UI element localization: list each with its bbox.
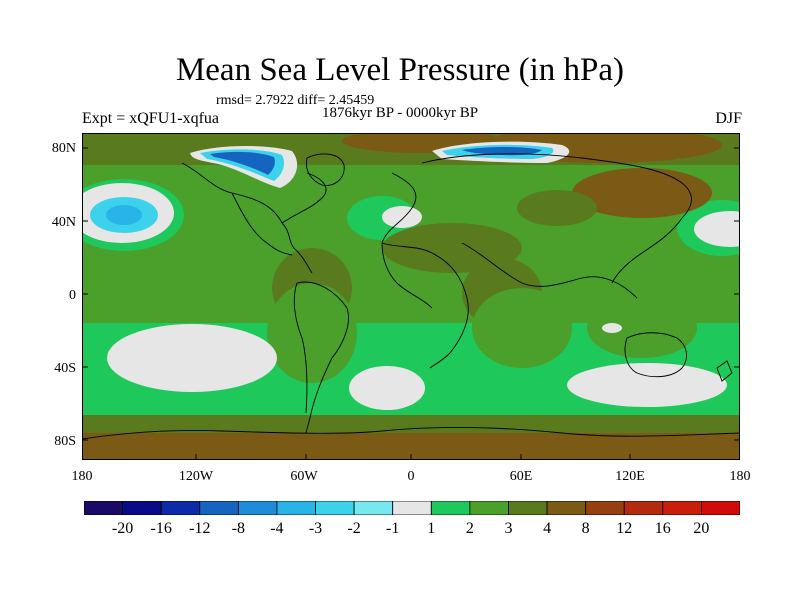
colorbar-swatch [276, 501, 316, 515]
lon-label-180e: 180 [729, 469, 751, 484]
season-label: DJF [715, 110, 742, 127]
colorbar-label: -1 [386, 520, 400, 537]
colorbar-swatch [122, 501, 162, 515]
colorbar-swatch [392, 501, 432, 515]
lon-label-60e: 60E [509, 469, 533, 484]
colorbar-swatch [623, 501, 664, 515]
map-title: Mean Sea Level Pressure (in hPa) [175, 52, 625, 88]
colorbar [84, 501, 740, 515]
lon-label-180w: 180 [71, 469, 93, 484]
lon-label-120e: 120E [615, 469, 645, 484]
colorbar-swatch [469, 501, 509, 515]
lat-label-80n: 80N [51, 141, 76, 156]
period-label: 1876kyr BP - 0000kyr BP [322, 105, 479, 121]
colorbar-label: 3 [504, 520, 513, 537]
colorbar-label: -2 [347, 520, 361, 537]
lon-label-120w: 120W [178, 469, 214, 484]
colorbar-label: -16 [150, 520, 172, 537]
experiment-label: Expt = xQFU1-xqfua [82, 110, 220, 127]
colorbar-label: -4 [270, 520, 284, 537]
colorbar-swatch [160, 501, 201, 515]
colorbar-swatch [237, 501, 278, 515]
colorbar-label: 20 [693, 520, 710, 537]
colorbar-label: -3 [308, 520, 323, 537]
lat-label-40n: 40N [51, 215, 76, 230]
colorbar-label: 1 [427, 520, 436, 537]
lat-label-80s: 80S [54, 434, 76, 449]
colorbar-swatch [585, 501, 625, 515]
lon-label-0: 0 [407, 469, 415, 484]
colorbar-label: 2 [465, 520, 474, 537]
colorbar-label: -12 [189, 520, 211, 537]
lat-label-0: 0 [69, 288, 76, 303]
lon-label-60w: 60W [290, 469, 318, 484]
colorbar-swatch [701, 501, 740, 515]
colorbar-label: -8 [231, 520, 246, 537]
pressure-map [82, 133, 740, 460]
lat-label-40s: 40S [54, 361, 76, 376]
colorbar-swatch [199, 501, 239, 515]
stats-line: rmsd= 2.7922 diff= 2.45459 [216, 93, 375, 108]
colorbar-label: 4 [543, 520, 552, 537]
colorbar-swatch [662, 501, 702, 515]
colorbar-label: -20 [111, 520, 134, 537]
colorbar-swatch [508, 501, 548, 515]
colorbar-label: 12 [616, 520, 633, 537]
colorbar-swatch [546, 501, 587, 515]
colorbar-swatch [353, 501, 394, 515]
colorbar-swatch [315, 501, 355, 515]
colorbar-label: 16 [654, 520, 671, 537]
colorbar-label: 8 [581, 520, 590, 537]
colorbar-swatch [430, 501, 471, 515]
colorbar-swatch [84, 501, 123, 515]
